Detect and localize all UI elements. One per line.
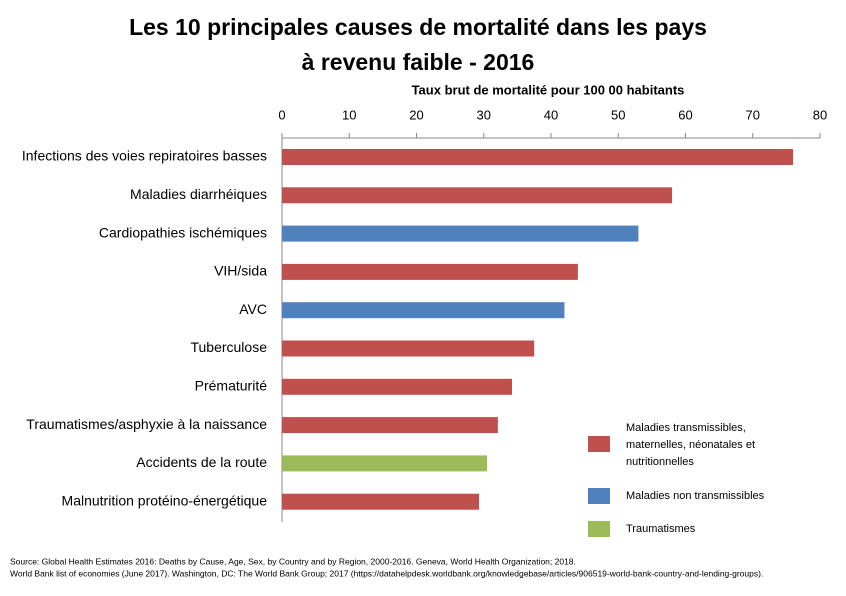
source: Source: Global Health Estimates 2016: De… [10, 556, 576, 566]
y-tick-label: Maladies diarrhéiques [130, 186, 267, 202]
legend-swatch [588, 436, 610, 452]
x-tick-label: 50 [611, 107, 625, 122]
y-tick-label: AVC [239, 301, 267, 317]
bar [282, 302, 565, 319]
x-tick-label: 70 [746, 107, 760, 122]
chart-title: à revenu faible - 2016 [302, 49, 535, 75]
legend-swatch [588, 488, 610, 504]
source: World Bank list of economies (June 2017)… [10, 568, 763, 578]
x-tick-label: 0 [278, 107, 285, 122]
bar [282, 263, 578, 280]
bar [282, 455, 488, 472]
y-tick-label: Malnutrition protéino-énergétique [62, 492, 268, 508]
bar [282, 417, 498, 434]
x-tick-label: 20 [409, 107, 423, 122]
legend-label: Traumatismes [626, 523, 696, 535]
y-tick-label: Cardiopathies ischémiques [99, 224, 267, 240]
axis-title: Taux brut de mortalité pour 100 00 habit… [412, 82, 685, 97]
x-tick-label: 40 [544, 107, 558, 122]
x-tick-label: 60 [678, 107, 692, 122]
legend-label: Maladies transmissibles, maternelles, né… [626, 422, 756, 468]
y-tick-label: VIH/sida [214, 263, 267, 279]
y-tick-label: Accidents de la route [136, 454, 267, 470]
bar [282, 225, 639, 242]
y-tick-label: Prématurité [195, 378, 268, 394]
chart-title: Les 10 principales causes de mortalité d… [129, 14, 707, 40]
y-tick-label: Infections des voies repiratoires basses [22, 148, 267, 164]
x-tick-label: 30 [477, 107, 491, 122]
bar [282, 493, 480, 510]
bar [282, 187, 673, 204]
x-tick-label: 80 [813, 107, 827, 122]
legend-label: Maladies non transmissibles [626, 490, 765, 502]
y-tick-label: Traumatismes/asphyxie à la naissance [26, 416, 267, 432]
y-tick-label: Tuberculose [190, 339, 267, 355]
legend-swatch [588, 521, 610, 537]
bar [282, 149, 794, 165]
bar [282, 340, 535, 357]
x-tick-label: 10 [342, 107, 356, 122]
bar [282, 378, 512, 395]
